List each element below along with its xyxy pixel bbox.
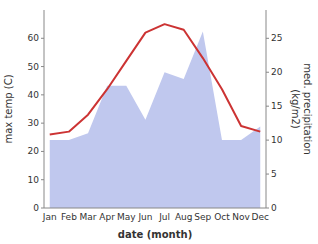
y2-tick-label: 0 bbox=[271, 203, 277, 213]
x-tick-label: Sep bbox=[194, 212, 211, 222]
y-tick bbox=[41, 38, 44, 39]
x-tick-label: Jun bbox=[137, 212, 152, 222]
y-tick-label: 30 bbox=[28, 118, 40, 128]
y2-tick bbox=[266, 140, 269, 141]
chart: 01020304050600510152025JanFebMarAprMayJu… bbox=[0, 0, 318, 244]
y2-tick-label: 10 bbox=[271, 135, 283, 145]
x-tick-label: May bbox=[117, 212, 136, 222]
y-tick bbox=[41, 123, 44, 124]
x-tick-label: Jan bbox=[42, 212, 57, 222]
x-tick-label: Apr bbox=[99, 212, 115, 222]
right-axis-line bbox=[266, 10, 267, 208]
x-tick-label: Nov bbox=[232, 212, 250, 222]
plot-marks bbox=[50, 24, 261, 208]
y2-tick bbox=[266, 106, 269, 107]
y2-tick-label: 15 bbox=[271, 101, 282, 111]
y2-tick bbox=[266, 38, 269, 39]
y-tick-label: 50 bbox=[28, 62, 40, 72]
y-tick bbox=[41, 66, 44, 67]
y2-axis-label-line: med. precipitation bbox=[302, 63, 313, 155]
y-tick bbox=[41, 151, 44, 152]
y-tick-label: 20 bbox=[28, 146, 40, 156]
y2-tick bbox=[266, 208, 269, 209]
temperature-line bbox=[50, 24, 261, 134]
y-tick bbox=[41, 94, 44, 95]
y2-axis-label: med. precipitation(kg/m2) bbox=[290, 63, 313, 155]
y-axis-label: max temp (C) bbox=[3, 74, 14, 143]
left-axis-line bbox=[44, 10, 45, 208]
x-tick-label: Oct bbox=[214, 212, 230, 222]
x-tick-label: Mar bbox=[80, 212, 97, 222]
y-tick-label: 10 bbox=[28, 175, 40, 185]
x-axis-label: date (month) bbox=[118, 229, 192, 240]
y2-tick-label: 25 bbox=[271, 33, 282, 43]
y-tick bbox=[41, 208, 44, 209]
y-tick-label: 60 bbox=[28, 33, 40, 43]
x-tick-label: Dec bbox=[252, 212, 269, 222]
y2-tick-label: 20 bbox=[271, 67, 283, 77]
y2-axis-label-line: (kg/m2) bbox=[290, 89, 301, 129]
x-tick-label: Aug bbox=[175, 212, 193, 222]
y2-tick bbox=[266, 72, 269, 73]
bottom-axis-line bbox=[44, 208, 266, 209]
chart-container: 01020304050600510152025JanFebMarAprMayJu… bbox=[0, 0, 318, 244]
y2-tick-label: 5 bbox=[271, 169, 277, 179]
y-tick-label: 0 bbox=[33, 203, 39, 213]
y-tick-label: 40 bbox=[28, 90, 40, 100]
y2-tick bbox=[266, 174, 269, 175]
x-tick-label: Jul bbox=[158, 212, 170, 222]
x-tick-label: Feb bbox=[61, 212, 77, 222]
y-tick bbox=[41, 179, 44, 180]
